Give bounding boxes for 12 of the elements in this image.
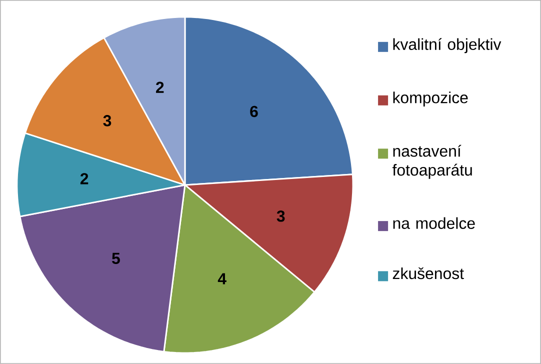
legend-label: nastavení fotoaparátu [392, 144, 472, 179]
data-label: 6 [250, 106, 258, 118]
data-label: 3 [276, 210, 285, 222]
data-label: 4 [218, 273, 226, 284]
data-label: 3 [103, 115, 112, 126]
data-label: 2 [80, 173, 88, 184]
legend-label: zkušenost [392, 267, 464, 280]
legend-label: kvalitní objektiv [393, 38, 502, 54]
data-label: 2 [156, 82, 164, 93]
legend-label: na modelce [393, 217, 475, 229]
legend-label: kompozice [393, 92, 468, 106]
data-label: 5 [112, 252, 120, 264]
